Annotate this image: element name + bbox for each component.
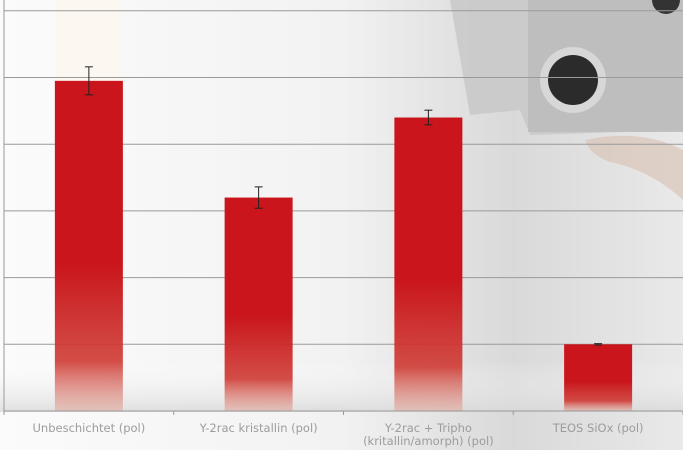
- bar-3: [394, 117, 463, 412]
- bar-4: [564, 344, 633, 411]
- machine-bore-inner-icon: [548, 55, 598, 105]
- category-label-4-1: TEOS SiOx (pol): [552, 421, 644, 435]
- error-bars: [84, 66, 603, 346]
- bar-1: [54, 80, 123, 412]
- bar-2: [224, 197, 293, 411]
- bar-series: [54, 80, 633, 412]
- category-label-3-1: Y-2rac + Tripho: [384, 421, 472, 435]
- hand-shape: [585, 135, 683, 200]
- category-label-2-1: Y-2rac kristallin (pol): [199, 421, 318, 435]
- category-label-3-2: (kritallin/amorph) (pol): [363, 434, 494, 448]
- category-labels: Unbeschichtet (pol) Y-2rac kristallin (po…: [33, 421, 644, 448]
- x-axis: [3, 410, 683, 415]
- category-label-1-1: Unbeschichtet (pol): [33, 421, 146, 435]
